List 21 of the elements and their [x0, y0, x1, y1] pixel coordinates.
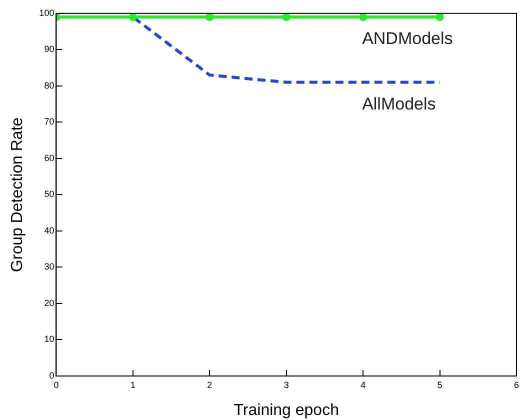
x-tick-label: 6 — [514, 380, 520, 390]
x-tick-label: 5 — [437, 380, 442, 390]
y-tick-label: 20 — [44, 298, 54, 308]
y-tick-label: 40 — [44, 225, 54, 236]
y-tick-label: 80 — [44, 80, 54, 90]
y-axis-title: Group Detection Rate — [9, 117, 26, 272]
y-tick-label: 90 — [44, 44, 54, 54]
x-tick-label: 1 — [130, 380, 136, 390]
y-tick-label: 10 — [44, 334, 54, 344]
y-tick-label: 70 — [44, 116, 54, 127]
x-tick-label: 4 — [360, 380, 366, 390]
x-tick-label: 3 — [284, 380, 289, 390]
y-tick-label: 0 — [49, 370, 54, 380]
x-tick-label: 2 — [207, 380, 212, 390]
y-tick-label: 100 — [39, 8, 54, 18]
y-tick-label: 30 — [44, 262, 54, 272]
y-tick-label: 50 — [44, 189, 54, 200]
series-label: ANDModels — [362, 29, 453, 48]
series-label: AllModels — [362, 94, 436, 114]
x-axis-title: Training epoch — [234, 402, 339, 419]
y-tick-label: 60 — [44, 152, 54, 163]
